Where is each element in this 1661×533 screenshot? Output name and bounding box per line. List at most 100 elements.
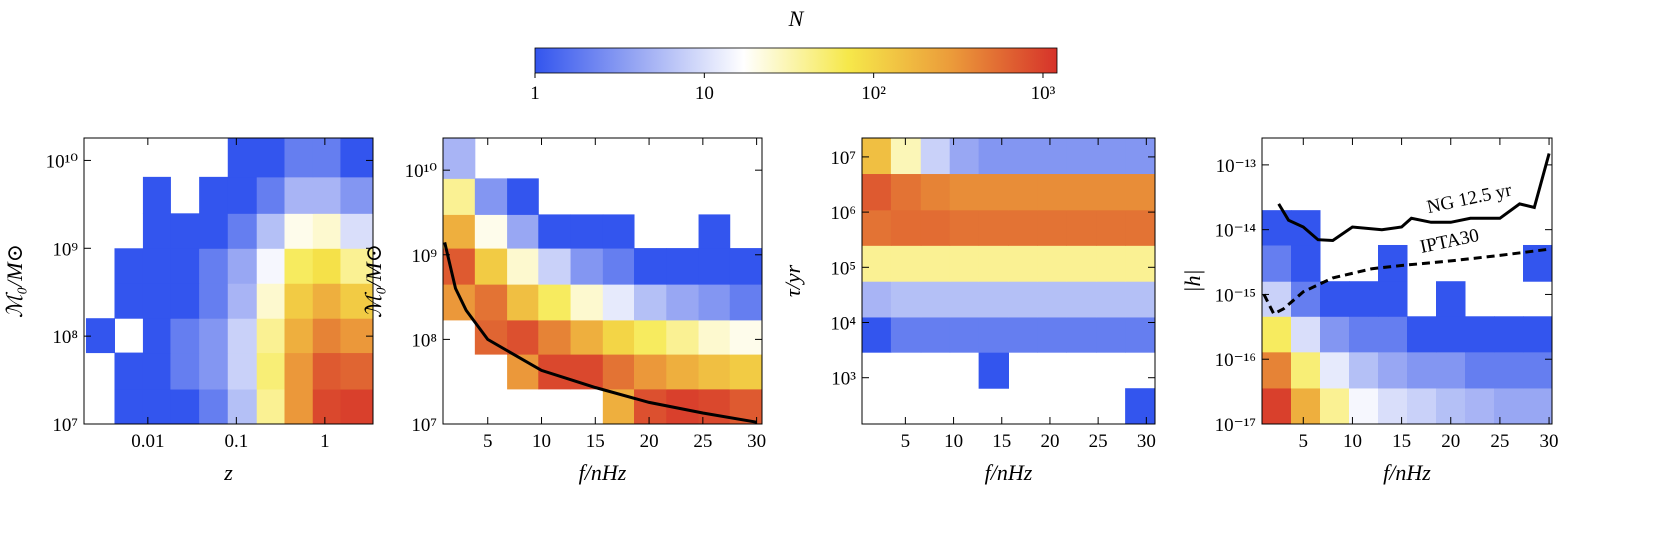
- heatmap-cell: [698, 354, 731, 390]
- heatmap-cell: [227, 176, 258, 214]
- heatmap-cell: [1037, 316, 1067, 353]
- heatmap-cell: [949, 245, 980, 282]
- x-axis-label: f/nHz: [579, 460, 627, 485]
- heatmap-cell: [920, 138, 951, 175]
- heatmap-cell: [634, 284, 667, 321]
- heatmap-cell: [1378, 281, 1408, 317]
- heatmap-cell: [634, 319, 667, 355]
- heatmap-cell: [474, 284, 508, 321]
- heatmap-cell: [1262, 316, 1292, 353]
- heatmap-cell: [1008, 316, 1038, 353]
- heatmap-cell: [1349, 387, 1379, 425]
- heatmap-cell: [1320, 316, 1350, 353]
- heatmap-cell: [538, 214, 572, 249]
- heatmap-cell: [570, 284, 604, 321]
- heatmap-cell: [1436, 316, 1466, 353]
- y-tick-label: 10¹⁰: [405, 161, 438, 182]
- heatmap-cell: [1320, 351, 1350, 389]
- heatmap-cell: [227, 248, 258, 284]
- heatmap-cell: [698, 214, 731, 249]
- y-tick-label: 10⁷: [52, 415, 78, 436]
- heatmap-cell: [698, 248, 731, 285]
- heatmap-cell: [949, 138, 980, 175]
- colorbar-tick-label: 10³: [1031, 83, 1056, 104]
- y-tick-label: 10³: [831, 369, 856, 390]
- heatmap-cell: [1407, 387, 1437, 425]
- heatmap-cell: [949, 316, 980, 353]
- x-tick-label: 5: [483, 431, 493, 452]
- heatmap-cell: [602, 319, 635, 355]
- heatmap-cell: [284, 138, 314, 178]
- heatmap-cell: [507, 319, 539, 355]
- heatmap-cell: [199, 318, 229, 354]
- y-axis-label: τ/yr: [780, 264, 805, 297]
- heatmap-cell: [978, 209, 1009, 246]
- curve-label: IPTA30: [1418, 225, 1481, 258]
- heatmap-cell: [978, 138, 1009, 175]
- heatmap-cell: [142, 176, 171, 214]
- heatmap-cell: [256, 389, 285, 425]
- heatmap-cell: [1096, 138, 1126, 175]
- heatmap-cell: [920, 281, 951, 318]
- x-tick-label: 15: [586, 431, 605, 452]
- heatmap-cell: [978, 281, 1009, 318]
- heatmap-cell: [199, 389, 229, 425]
- x-axis-label: f/nHz: [985, 460, 1033, 485]
- heatmap-cell: [312, 138, 341, 178]
- heatmap-cell: [698, 284, 731, 321]
- heatmap-cell: [312, 389, 341, 425]
- heatmap-cell: [284, 318, 314, 354]
- x-tick-label: 5: [1299, 431, 1309, 452]
- heatmap-cell: [1349, 351, 1379, 389]
- frame: [861, 137, 1156, 425]
- heatmap-cell: [507, 178, 539, 215]
- x-tick-label: 0.01: [131, 431, 164, 452]
- heatmap-cell: [142, 352, 171, 390]
- heatmap-cell: [978, 245, 1009, 282]
- heatmap-cell: [1349, 316, 1379, 353]
- heatmap-cell: [114, 283, 144, 319]
- heatmap-cell: [1407, 316, 1437, 353]
- x-tick-label: 10: [944, 431, 963, 452]
- heatmap-cell: [1096, 245, 1126, 282]
- heatmap-cell: [227, 352, 258, 390]
- heatmap-cell: [312, 176, 341, 214]
- heatmap-cell: [227, 213, 258, 249]
- heatmap-cell: [199, 352, 229, 390]
- y-axis-label: ℳ₀/M⊙: [361, 244, 386, 318]
- heatmap-cell: [634, 248, 667, 285]
- heatmap-cell: [199, 213, 229, 249]
- heatmap-cell: [1008, 245, 1038, 282]
- heatmap-cell: [1066, 173, 1097, 211]
- heatmap-cell: [1494, 387, 1524, 425]
- heatmap-cell: [538, 248, 572, 285]
- curve: [1262, 247, 1550, 316]
- heatmap-cell: [862, 138, 892, 175]
- heatmap-cell: [284, 248, 314, 284]
- curve: [1277, 153, 1551, 243]
- heatmap-cell: [862, 281, 892, 318]
- y-tick-label: 10⁸: [411, 330, 437, 351]
- heatmap-cell: [1037, 209, 1067, 246]
- heatmap-cell: [1096, 173, 1126, 211]
- heatmap-cell: [507, 214, 539, 249]
- colorbar-tick-label: 1: [530, 83, 540, 104]
- x-tick-label: 0.1: [224, 431, 248, 452]
- curve-label: NG 12.5 yr: [1425, 180, 1514, 219]
- heatmap-cell: [570, 319, 604, 355]
- heatmap-cell: [666, 319, 700, 355]
- heatmap-cell: [978, 173, 1009, 211]
- heatmap-cell: [920, 173, 951, 211]
- heatmap-cell: [1291, 387, 1321, 425]
- heatmap-cell: [602, 248, 635, 285]
- heatmap-cell: [1037, 245, 1067, 282]
- heatmap-cell: [312, 283, 341, 319]
- plot-area: [1262, 210, 1553, 425]
- heatmap-cell: [1378, 351, 1408, 389]
- heatmap-cell: [978, 352, 1009, 389]
- heatmap-cell: [474, 214, 508, 249]
- heatmap-cell: [1066, 209, 1097, 246]
- heatmap-cell: [340, 352, 374, 390]
- colorbar-title: N: [788, 6, 805, 31]
- heatmap-cell: [1494, 316, 1524, 353]
